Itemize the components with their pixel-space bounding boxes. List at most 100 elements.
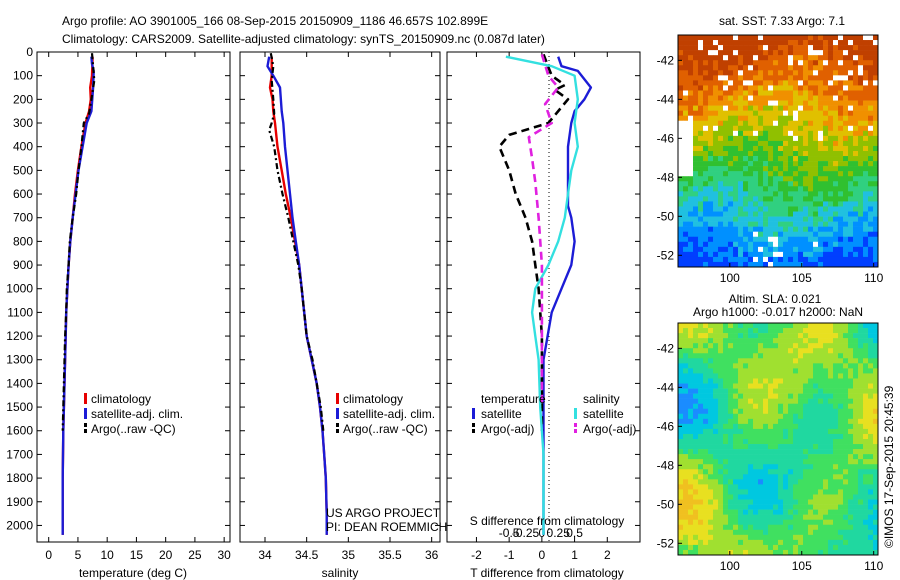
map-cell [728, 55, 734, 61]
project-label: US ARGO PROJECT [326, 506, 441, 520]
map-cell [778, 494, 784, 500]
map-cell [853, 110, 859, 116]
map-cell [718, 161, 724, 167]
map-cell [718, 171, 724, 177]
map-cell [728, 388, 734, 394]
map-cell [818, 388, 824, 394]
map-cell [808, 60, 814, 66]
map-cell [783, 388, 789, 394]
map-cell [788, 231, 794, 238]
map-cell [823, 166, 829, 172]
map-cell [838, 428, 844, 435]
map-cell [793, 368, 799, 374]
map-cell [683, 413, 689, 420]
map-cell [758, 489, 764, 495]
map-cell [833, 261, 839, 268]
map-cell [858, 75, 864, 81]
map-cell [733, 171, 739, 177]
map-cell [798, 85, 804, 91]
map-cell [713, 534, 719, 541]
map-cell [723, 439, 729, 445]
y-tick-label: 500 [13, 163, 33, 177]
map-cell [803, 70, 809, 76]
map-cell [853, 221, 859, 227]
map-cell [778, 206, 784, 212]
map-cell [873, 378, 879, 384]
map-cell [798, 469, 804, 475]
map-cell [773, 393, 779, 399]
map-cell [758, 444, 764, 450]
map-cell [798, 504, 804, 510]
map-cell [863, 479, 869, 485]
map-cell [873, 60, 879, 66]
map-cell [788, 454, 794, 460]
map-cell [728, 176, 734, 182]
map-cell [798, 35, 804, 41]
map-cell [693, 418, 699, 425]
map-cell [693, 45, 699, 51]
map-cell [833, 383, 839, 389]
map-cell [848, 383, 854, 389]
map-cell [848, 544, 854, 551]
map-cell [828, 413, 834, 420]
map-cell [713, 393, 719, 399]
map-cell [768, 120, 774, 127]
map-cell [833, 418, 839, 425]
map-cell [843, 251, 849, 258]
map-cell [713, 70, 719, 76]
map-cell [773, 171, 779, 177]
map-cell [738, 464, 744, 470]
map-cell [693, 105, 699, 111]
map-cell [868, 140, 874, 147]
map-cell [843, 100, 849, 106]
map-cell [718, 373, 724, 379]
map-cell [678, 393, 684, 399]
map-cell [773, 110, 779, 116]
map-cell [868, 196, 874, 202]
map-cell [683, 333, 689, 339]
map-cell [873, 221, 879, 227]
map-cell [808, 549, 814, 556]
map-cell [848, 454, 854, 460]
map-cell [808, 489, 814, 495]
map-cell [803, 413, 809, 420]
map-cell [863, 348, 869, 354]
map-cell [703, 201, 709, 207]
map-cell [723, 110, 729, 116]
map-cell [733, 196, 739, 202]
map-cell [798, 328, 804, 334]
map-cell [838, 383, 844, 389]
map-cell [798, 383, 804, 389]
map-cell [708, 418, 714, 425]
map-cell [863, 40, 869, 46]
map-cell [853, 246, 859, 253]
map-cell [843, 85, 849, 91]
map-cell [728, 469, 734, 475]
map-cell [688, 75, 694, 81]
sst-map-frame [677, 34, 879, 268]
map-cell [828, 176, 834, 182]
map-cell [768, 246, 774, 253]
map-cell [843, 343, 849, 349]
map-cell [683, 388, 689, 394]
map-cell [793, 484, 799, 490]
map-cell [813, 246, 819, 253]
map-cell [683, 191, 689, 197]
map-cell [703, 161, 709, 167]
map-cell [758, 105, 764, 111]
map-cell [718, 428, 724, 435]
map-cell [688, 479, 694, 485]
map-cell [738, 241, 744, 248]
map-cell [803, 504, 809, 510]
map-cell [758, 211, 764, 217]
map-cell [678, 338, 684, 344]
map-cell [853, 186, 859, 192]
map-cell [703, 489, 709, 495]
map-cell [858, 105, 864, 111]
map-cell [858, 40, 864, 46]
map-cell [683, 403, 689, 410]
map-cell [683, 221, 689, 227]
map-y-tick-label: -42 [657, 341, 675, 355]
map-cell [743, 509, 749, 515]
map-cell [783, 519, 789, 526]
